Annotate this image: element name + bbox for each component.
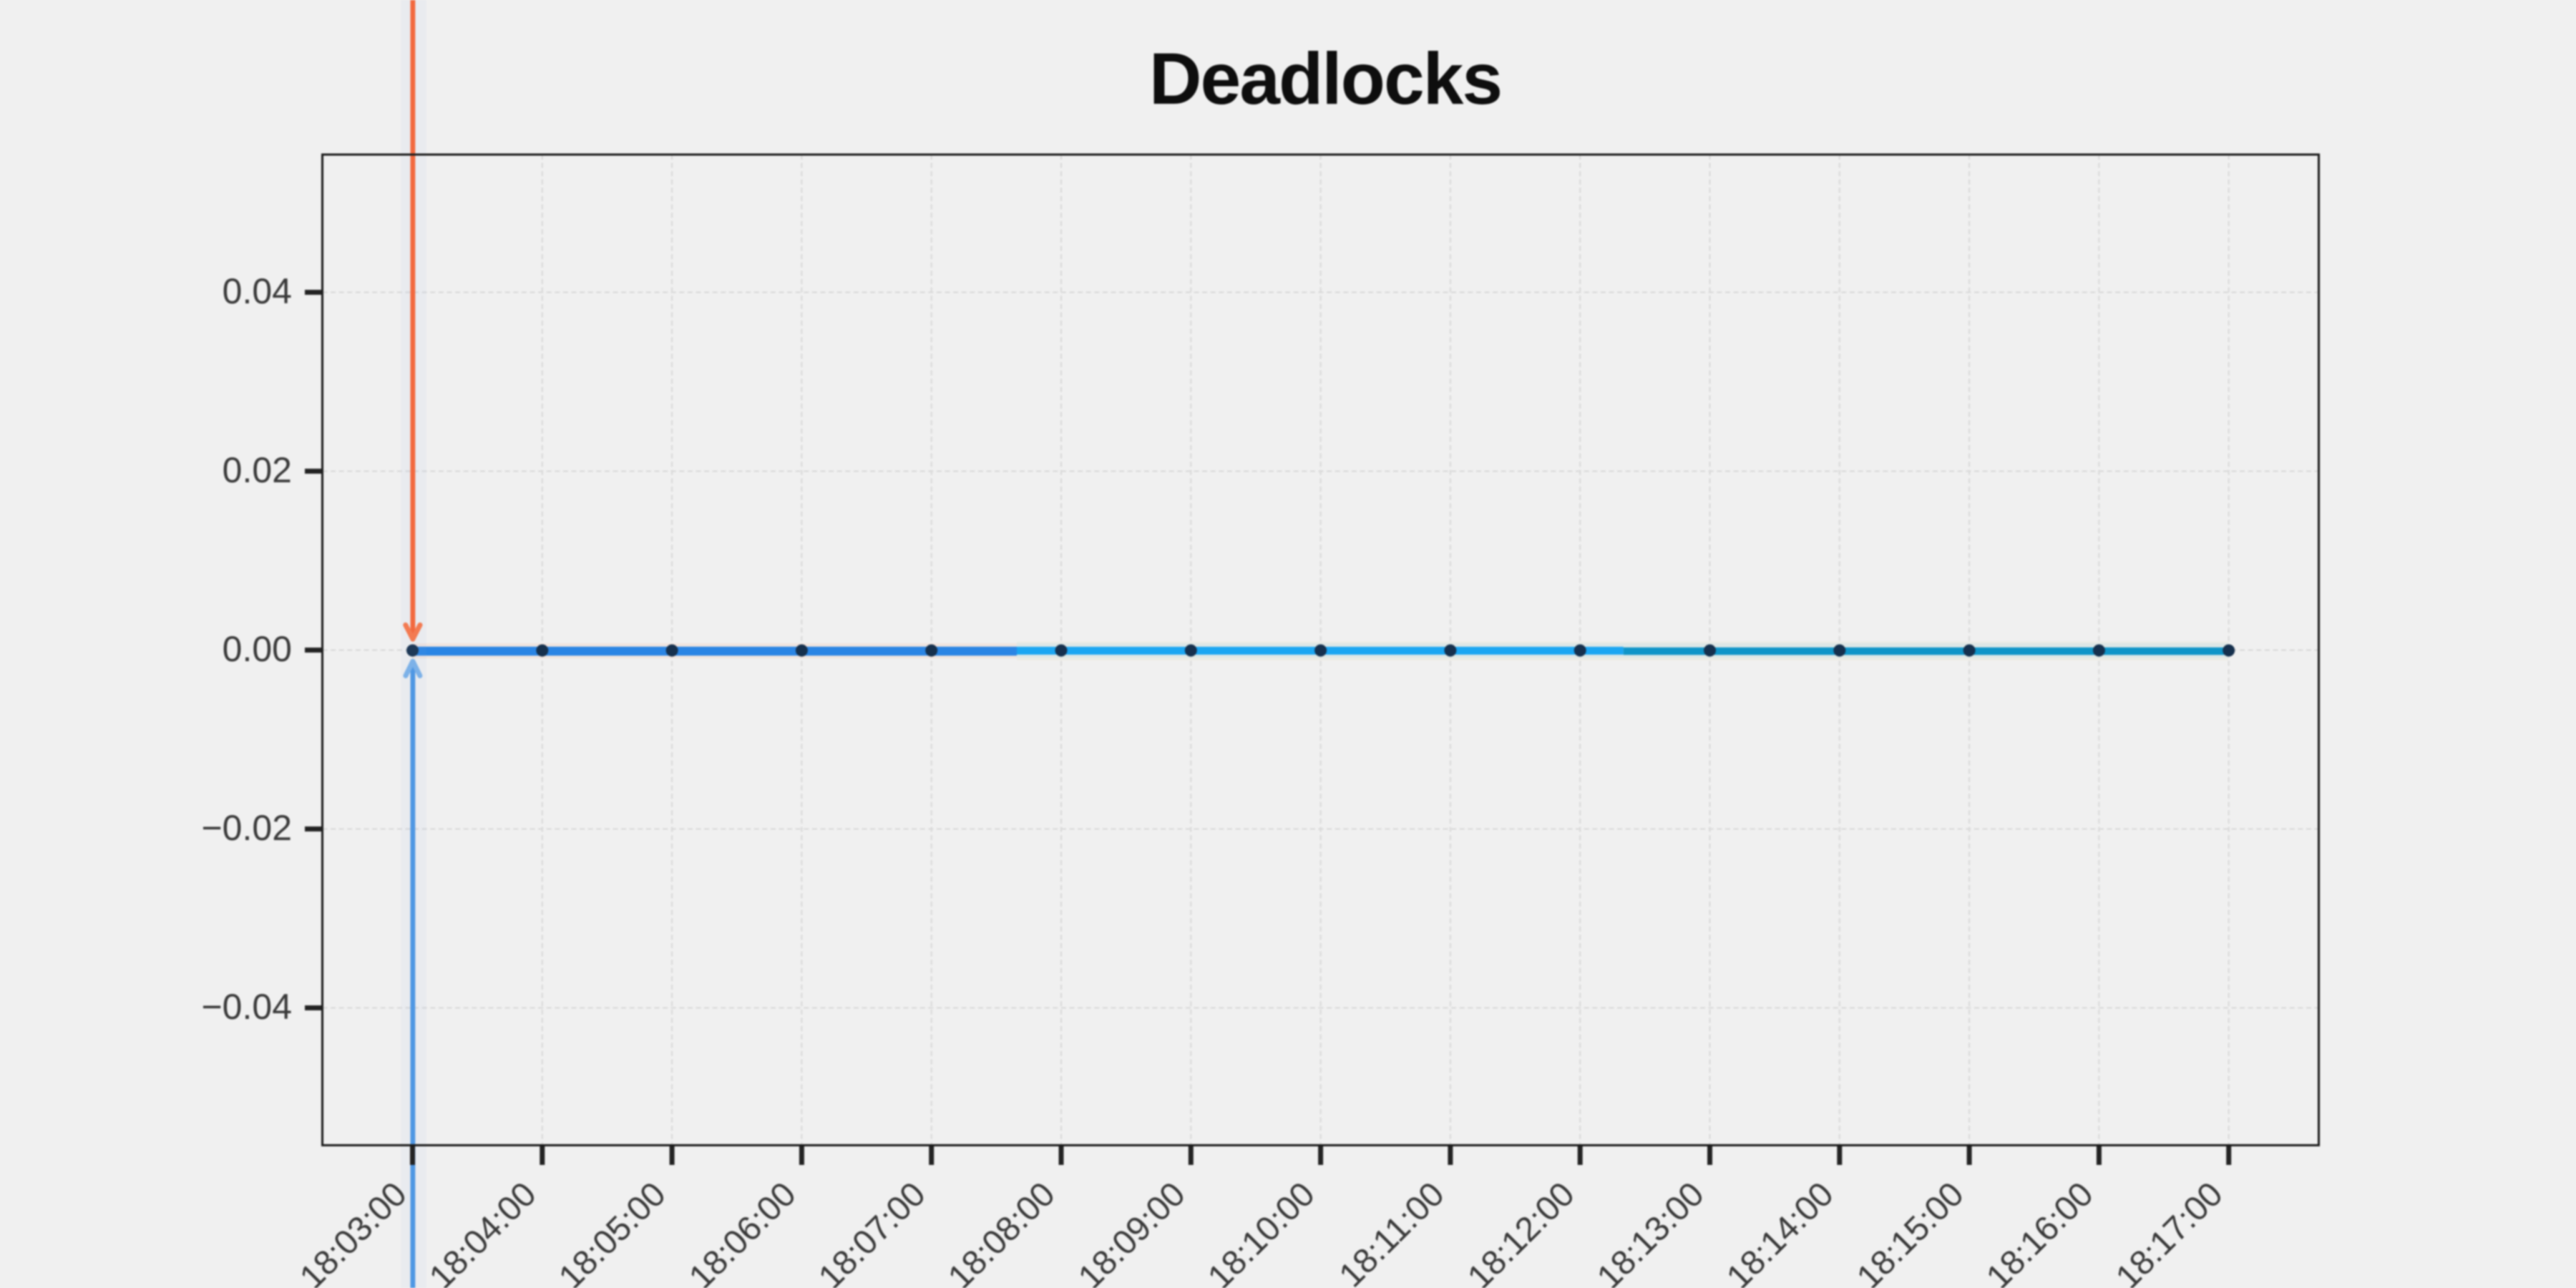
- svg-text:−0.04: −0.04: [201, 987, 292, 1027]
- svg-text:0.02: 0.02: [223, 450, 292, 490]
- svg-text:0.00: 0.00: [223, 629, 292, 669]
- svg-text:0.04: 0.04: [223, 271, 292, 311]
- svg-text:−0.02: −0.02: [201, 808, 292, 848]
- svg-text:Deadlocks: Deadlocks: [1149, 38, 1501, 119]
